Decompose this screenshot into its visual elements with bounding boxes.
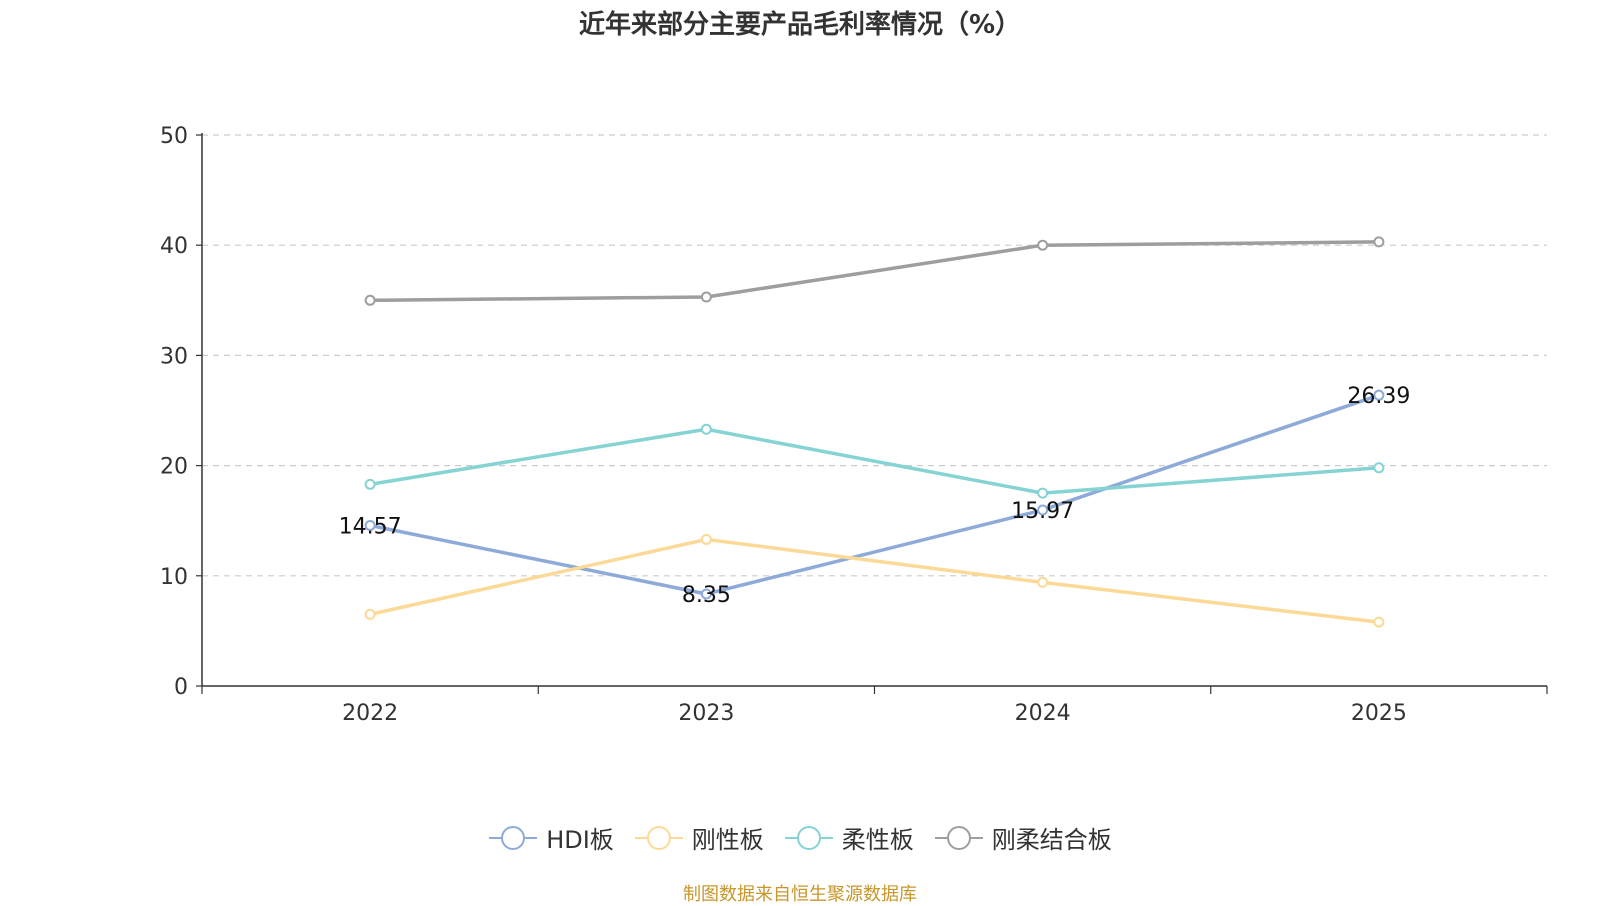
series-line-2	[369, 427, 1380, 495]
data-point	[1373, 616, 1385, 628]
legend-swatch-icon	[934, 825, 983, 850]
data-point	[1373, 236, 1385, 248]
data-point	[700, 588, 712, 600]
series-line-3	[370, 240, 1379, 303]
data-label: 15.97	[1011, 499, 1074, 524]
data-point	[364, 478, 376, 490]
data-point	[1037, 239, 1049, 251]
data-point	[700, 533, 712, 545]
data-point	[1037, 487, 1049, 499]
y-tick-label: 10	[160, 565, 188, 590]
x-tick-label: 2023	[678, 701, 734, 726]
legend-item[interactable]: 刚柔结合板	[934, 820, 1112, 855]
chart-title: 近年来部分主要产品毛利率情况（%）	[578, 10, 1022, 40]
data-point	[364, 608, 376, 620]
data-point	[1037, 576, 1049, 588]
data-point	[700, 291, 712, 303]
legend-swatch-icon	[489, 825, 538, 850]
legend-item[interactable]: HDI板	[488, 820, 614, 855]
series-line-1	[369, 537, 1380, 624]
legend-label: HDI板	[546, 826, 614, 854]
x-tick-label: 2022	[342, 701, 398, 726]
y-tick-label: 0	[174, 675, 188, 700]
legend-item[interactable]: 柔性板	[784, 820, 914, 855]
data-label: 8.35	[682, 583, 731, 608]
data-point	[1373, 389, 1385, 401]
data-point	[700, 423, 712, 435]
data-label: 14.57	[339, 514, 402, 539]
x-tick-label: 2025	[1351, 701, 1407, 726]
y-tick-label: 50	[160, 124, 188, 149]
data-point	[1373, 462, 1385, 474]
data-label: 26.39	[1347, 384, 1410, 409]
source-note: 制图数据来自恒生聚源数据库	[683, 884, 917, 905]
data-point	[1037, 504, 1049, 516]
data-point	[364, 519, 376, 531]
series-line-0	[369, 393, 1380, 596]
legend-label: 刚性板	[691, 826, 764, 854]
legend-swatch-icon	[784, 825, 833, 850]
x-tick-label: 2024	[1015, 701, 1071, 726]
legend-label: 柔性板	[841, 826, 914, 854]
y-tick-label: 40	[160, 234, 188, 259]
legend: HDI板 刚性板 柔性板 刚柔结合板	[0, 820, 1600, 855]
y-tick-label: 20	[160, 455, 188, 480]
y-tick-label: 30	[160, 344, 188, 369]
legend-item[interactable]: 刚性板	[634, 820, 764, 855]
legend-label: 刚柔结合板	[991, 826, 1112, 854]
data-point	[364, 294, 376, 306]
legend-swatch-icon	[634, 825, 683, 850]
